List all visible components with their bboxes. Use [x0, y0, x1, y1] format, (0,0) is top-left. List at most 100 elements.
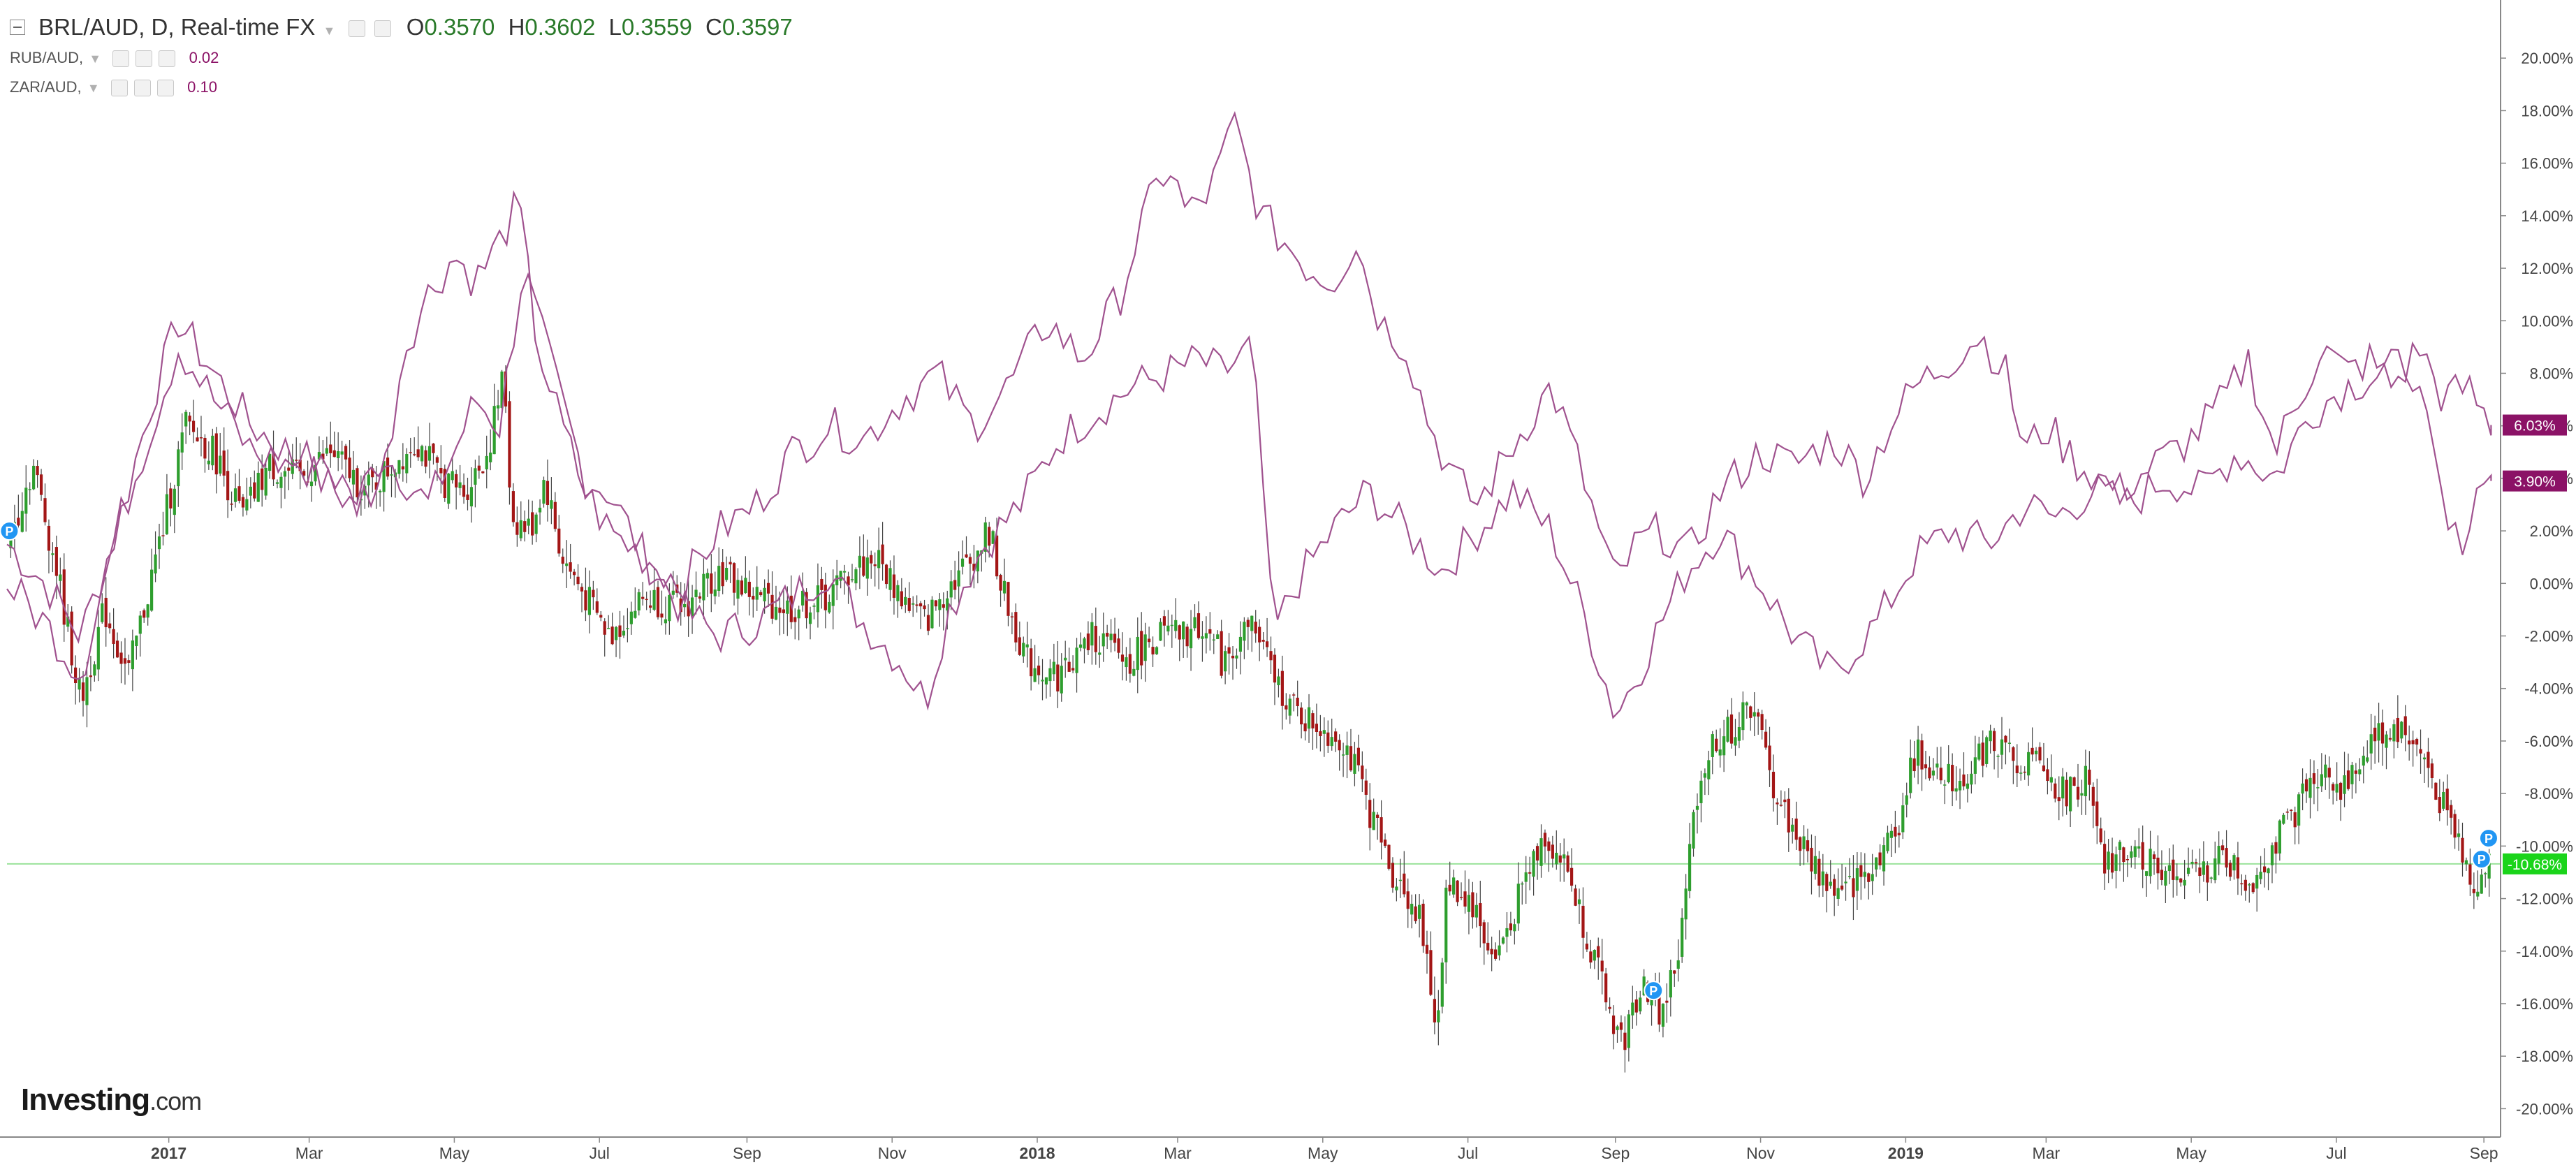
candle-body	[230, 504, 233, 505]
candle-body	[1078, 644, 1083, 648]
candle-body	[462, 485, 466, 497]
candle-body	[1752, 712, 1756, 717]
candle-body	[424, 450, 427, 467]
close-icon[interactable]	[159, 50, 176, 68]
main-symbol[interactable]: BRL/AUD, D, Real-time FX	[38, 14, 316, 40]
candle-body	[1703, 773, 1706, 778]
candle-body	[2172, 859, 2175, 880]
candle-body	[2430, 763, 2434, 779]
open-value: 0.3570	[424, 14, 495, 40]
candle-body	[2350, 765, 2354, 784]
gear-icon[interactable]	[136, 50, 153, 68]
candle-body	[161, 535, 165, 536]
candle-body	[1897, 833, 1901, 835]
close-icon[interactable]	[157, 80, 175, 97]
candle-body	[1479, 903, 1482, 927]
event-marker[interactable]	[2471, 849, 2491, 870]
main-series-layer	[7, 365, 2501, 1073]
candle-body	[759, 592, 763, 596]
candle-body	[671, 590, 675, 595]
candle-body	[595, 601, 599, 613]
candle-body	[1356, 747, 1360, 765]
candle-body	[1361, 765, 1364, 779]
candle-body	[356, 468, 359, 498]
candle-body	[272, 453, 275, 480]
candle-body	[1524, 872, 1528, 882]
candle-body	[1889, 830, 1894, 838]
candle-body	[2232, 855, 2236, 871]
candle-body	[2152, 854, 2156, 860]
chevron-down-icon[interactable]: ▼	[87, 81, 100, 95]
gear-icon[interactable]	[133, 80, 151, 97]
candle-body	[2019, 772, 2023, 774]
candle-body	[2103, 844, 2107, 874]
candle-body	[1269, 651, 1273, 661]
candle-body	[580, 587, 584, 592]
candle-body	[2221, 845, 2225, 851]
candle-body	[2480, 874, 2483, 894]
chevron-down-icon[interactable]: ▼	[89, 52, 102, 66]
candle-body	[1273, 654, 1277, 683]
chevron-down-icon[interactable]: ▼	[323, 24, 336, 38]
candle-body	[74, 667, 78, 684]
x-tick-label: Jul	[1458, 1144, 1478, 1162]
close-label: C	[705, 14, 722, 40]
candle-body	[47, 525, 51, 551]
gear-icon[interactable]	[374, 20, 391, 38]
candle-body	[2095, 801, 2099, 826]
candle-body	[432, 444, 435, 453]
candle-body	[1631, 1002, 1634, 1016]
candle-body	[2007, 742, 2012, 744]
candle-body	[729, 562, 732, 565]
candle-body	[1734, 737, 1737, 746]
candle-body	[1030, 648, 1033, 677]
candle-body	[1254, 622, 1257, 633]
candle-body	[1840, 885, 1844, 890]
candle-body	[1162, 616, 1166, 626]
candle-body	[2251, 883, 2255, 893]
candle-body	[1852, 878, 1855, 897]
candle-body	[1676, 960, 1680, 969]
candle-body	[1623, 1032, 1627, 1050]
candle-body	[2274, 842, 2278, 854]
candle-body	[253, 482, 256, 499]
candle-body	[2270, 845, 2274, 865]
rub-symbol[interactable]: RUB/AUD,	[10, 49, 84, 66]
candle-body	[2145, 871, 2149, 876]
candle-body	[584, 590, 587, 610]
candle-body	[1665, 1000, 1669, 1003]
candle-body	[1718, 749, 1722, 756]
candle-body	[2065, 779, 2068, 807]
compare-series-layer	[6, 110, 2492, 719]
candle-body	[607, 628, 610, 629]
candle-body	[2297, 794, 2301, 826]
zar-symbol[interactable]: ZAR/AUD,	[10, 78, 82, 96]
candle-body	[2133, 846, 2137, 858]
candle-body	[2167, 865, 2171, 872]
event-marker[interactable]	[2478, 828, 2498, 849]
candle-body	[1002, 580, 1007, 594]
event-marker[interactable]	[0, 521, 20, 541]
candle-body	[264, 467, 268, 496]
event-marker-label: P	[2484, 832, 2493, 846]
candle-body	[222, 450, 226, 476]
collapse-icon[interactable]	[10, 20, 25, 36]
event-marker[interactable]	[1644, 981, 1664, 1001]
eye-icon[interactable]	[349, 20, 366, 38]
candle-body	[2000, 739, 2004, 755]
candle-body	[20, 511, 24, 532]
candle-body	[1395, 886, 1398, 891]
candle-body	[1490, 948, 1493, 955]
candle-body	[1806, 840, 1810, 851]
y-tick-label: -12.00%	[2516, 891, 2573, 908]
candle-body	[1966, 783, 1970, 789]
candle-body	[2080, 793, 2084, 796]
candle-body	[1509, 923, 1513, 931]
eye-icon[interactable]	[112, 50, 130, 68]
candle-body	[896, 585, 900, 601]
eye-icon[interactable]	[110, 80, 128, 97]
candle-body	[1380, 817, 1383, 843]
candle-body	[854, 569, 858, 584]
